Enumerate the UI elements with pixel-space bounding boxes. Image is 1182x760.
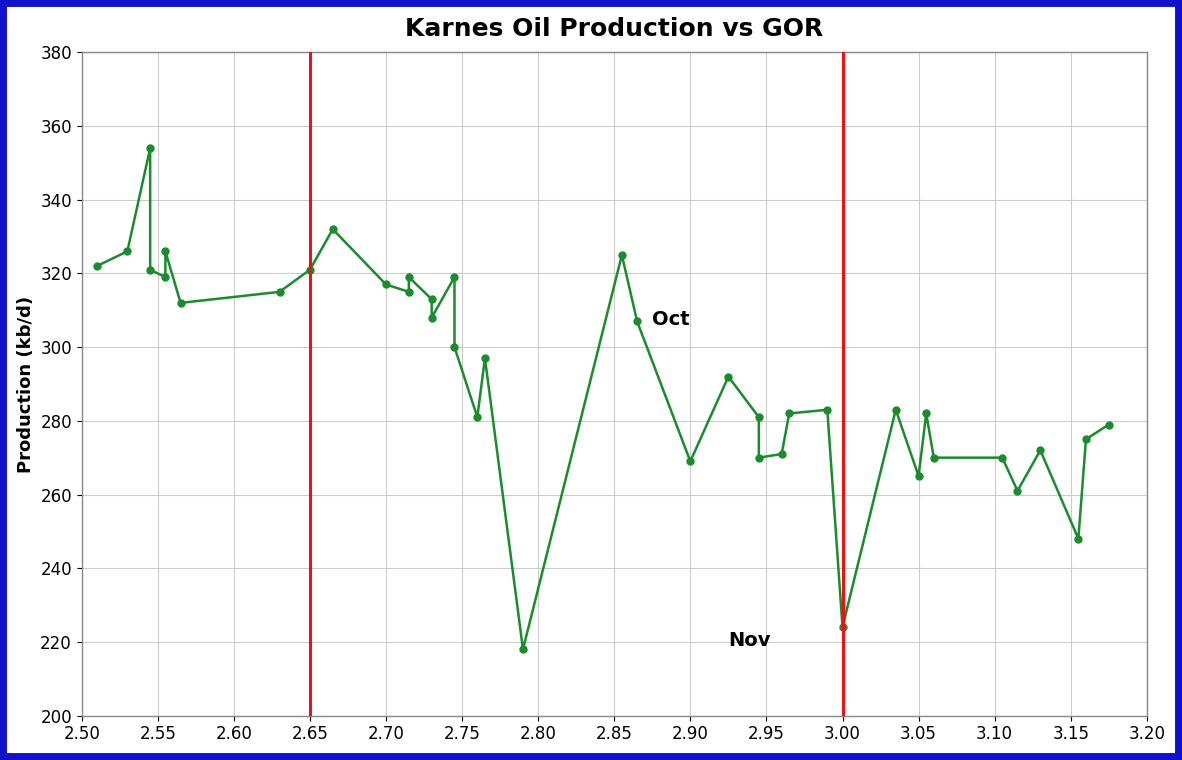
- Title: Karnes Oil Production vs GOR: Karnes Oil Production vs GOR: [405, 17, 824, 41]
- Y-axis label: Production (kb/d): Production (kb/d): [17, 296, 34, 473]
- Text: Nov: Nov: [728, 631, 771, 650]
- Text: Oct: Oct: [652, 310, 690, 329]
